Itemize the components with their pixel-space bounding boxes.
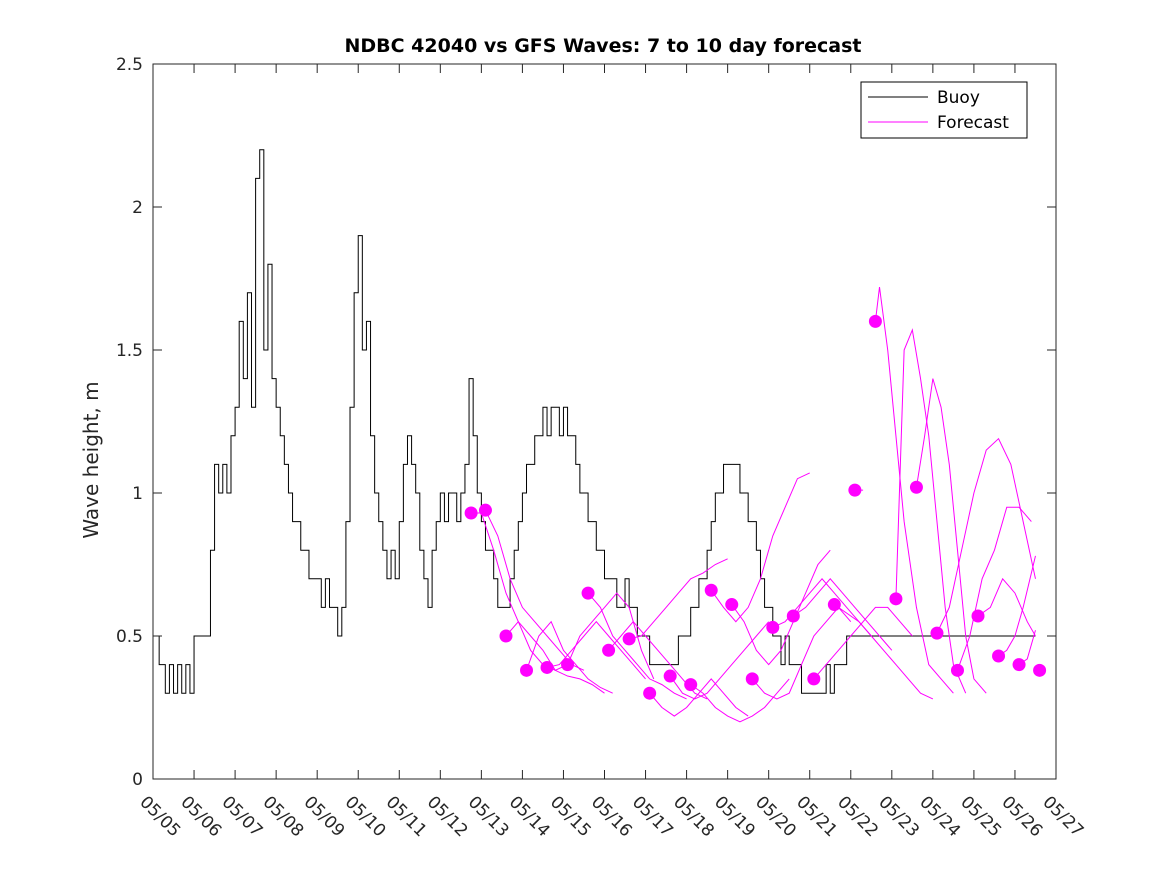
forecast-run-line <box>751 606 852 700</box>
forecast-run-line <box>834 604 934 700</box>
forecast-marker <box>950 663 964 677</box>
legend-forecast-label: Forecast <box>937 113 1009 133</box>
y-tick-label: 2.5 <box>116 55 143 75</box>
y-tick-label: 0 <box>132 770 143 790</box>
forecast-marker <box>540 660 554 674</box>
legend: Buoy Forecast <box>860 81 1028 139</box>
legend-box <box>860 81 1028 139</box>
forecast-run-line <box>895 328 967 694</box>
forecast-run-line <box>649 678 749 717</box>
forecast-run-line <box>977 577 1036 637</box>
forecast-marker <box>663 669 677 683</box>
forecast-marker <box>827 598 841 612</box>
forecast-run-line <box>874 287 954 694</box>
forecast-marker <box>971 609 985 623</box>
y-axis-label: Wave height, m <box>79 381 103 538</box>
forecast-run-line <box>567 592 655 680</box>
buoy-series-line <box>153 149 1036 694</box>
plot-area <box>152 63 1057 780</box>
forecast-marker <box>992 649 1006 663</box>
forecast-run-line <box>731 549 831 666</box>
y-tick-label: 1.5 <box>116 341 143 361</box>
y-tick-label: 2 <box>132 198 143 218</box>
forecast-marker <box>889 592 903 606</box>
forecast-marker <box>766 620 780 634</box>
forecast-marker <box>602 643 616 657</box>
forecast-marker <box>561 658 575 672</box>
legend-buoy-label: Buoy <box>937 88 980 108</box>
forecast-marker <box>909 480 923 494</box>
forecast-marker <box>581 586 595 600</box>
forecast-marker <box>478 503 492 517</box>
chart-title: NDBC 42040 vs GFS Waves: 7 to 10 day for… <box>344 35 861 57</box>
forecast-marker <box>1012 658 1026 672</box>
forecast-marker <box>848 483 862 497</box>
y-tick-label: 0.5 <box>116 627 143 647</box>
forecast-marker <box>499 629 513 643</box>
forecast-marker <box>930 626 944 640</box>
forecast-marker <box>520 663 534 677</box>
forecast-marker <box>745 672 759 686</box>
forecast-marker <box>684 678 698 692</box>
forecast-marker <box>786 609 800 623</box>
forecast-run-line <box>813 606 913 680</box>
forecast-run-line <box>957 506 1032 671</box>
forecast-run-line <box>505 620 605 694</box>
forecast-marker <box>725 598 739 612</box>
y-tick-label: 1 <box>132 484 143 504</box>
forecast-marker <box>868 314 882 328</box>
forecast-run-line <box>629 558 728 640</box>
forecast-run-line <box>690 678 790 723</box>
forecast-run-line <box>793 578 893 651</box>
forecast-marker <box>622 632 636 646</box>
y-axis: 0 0.5 1 1.5 2 2.5 <box>116 55 1056 790</box>
forecast-marker <box>807 672 821 686</box>
forecast-run-line <box>915 378 987 694</box>
forecast-run-line <box>710 472 810 623</box>
forecast-marker <box>643 686 657 700</box>
forecast-run-line <box>587 592 687 700</box>
forecast-marker <box>464 506 478 520</box>
forecast-marker <box>1033 663 1047 677</box>
forecast-run-line <box>526 620 613 694</box>
forecast-run-line <box>936 437 1036 634</box>
forecast-run-line <box>998 555 1036 657</box>
forecast-marker <box>704 583 718 597</box>
